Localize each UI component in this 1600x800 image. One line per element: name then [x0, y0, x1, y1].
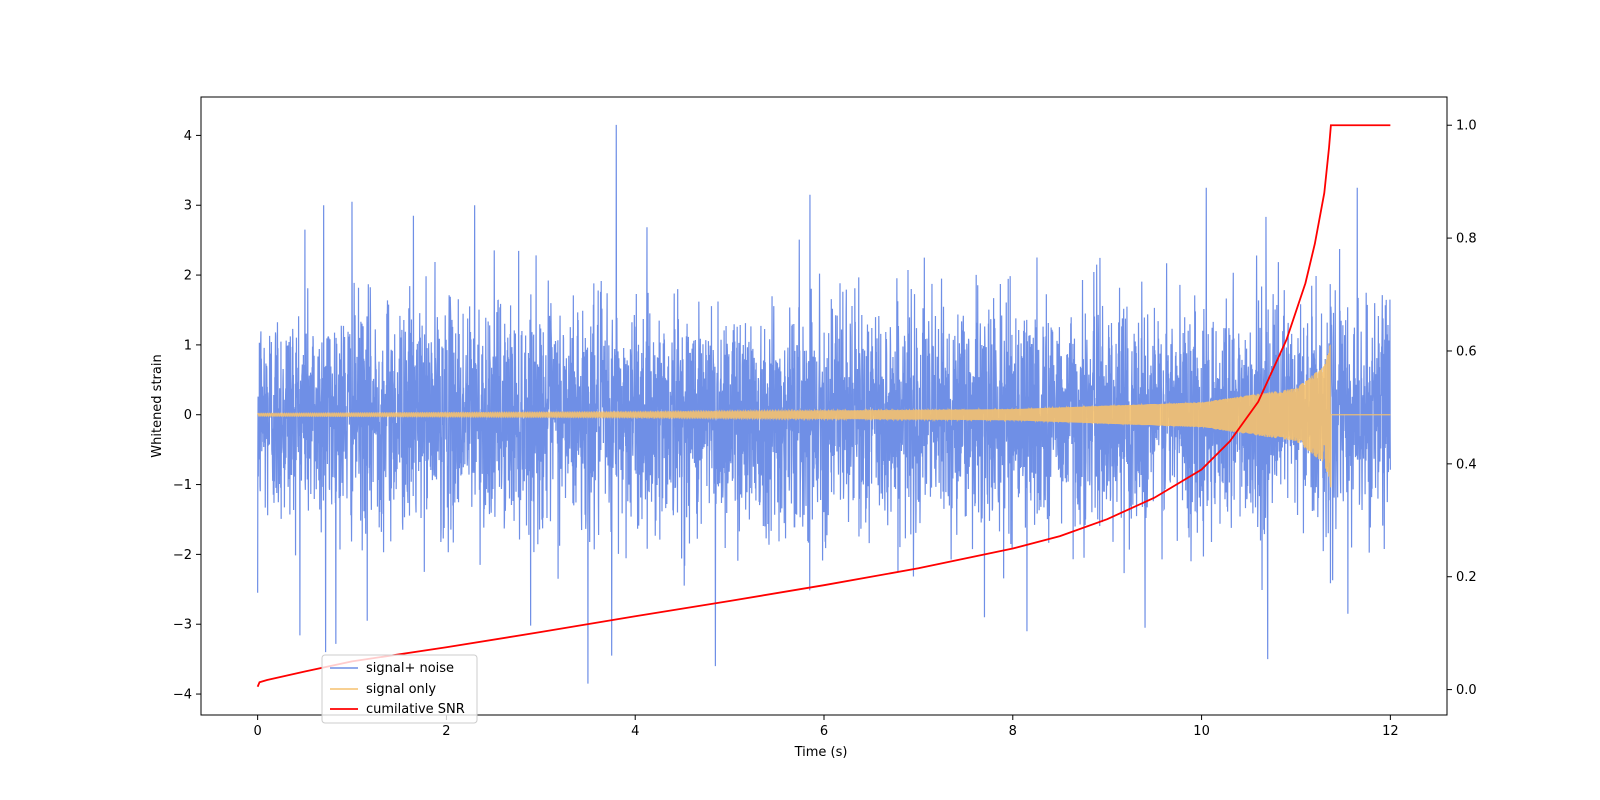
y2-tick-label: 0.4 — [1456, 457, 1477, 472]
y2-tick-label: 0.8 — [1456, 232, 1477, 247]
y2-tick-label: 0.0 — [1456, 683, 1477, 698]
x-axis: 0 2 4 6 8 10 12 — [253, 715, 1399, 739]
x-axis-label: Time (s) — [794, 745, 848, 760]
x-tick-label: 10 — [1193, 724, 1210, 739]
y-tick-label: 3 — [184, 199, 192, 214]
x-tick-label: 2 — [442, 724, 450, 739]
y-axis-label: Whitened strain — [150, 354, 165, 457]
x-tick-label: 12 — [1382, 724, 1399, 739]
series-line-signal-noise — [257, 124, 1391, 684]
legend-label-cumulative-snr: cumilative SNR — [366, 702, 465, 717]
series-line-signal-only — [257, 344, 1391, 488]
x-tick-label: 0 — [253, 724, 261, 739]
y-tick-label: −4 — [173, 688, 192, 703]
x-tick-label: 6 — [820, 724, 828, 739]
y-tick-label: −2 — [173, 548, 192, 563]
y-tick-label: −1 — [173, 478, 192, 493]
legend-box — [321, 654, 478, 724]
y-axis-right: 0.0 0.2 0.4 0.6 0.8 1.0 — [1447, 119, 1477, 698]
y-tick-label: −3 — [173, 618, 192, 633]
y2-tick-label: 1.0 — [1456, 119, 1477, 134]
y-axis-left: −4 −3 −2 −1 0 1 2 3 4 — [173, 129, 201, 703]
y-tick-label: 1 — [184, 338, 192, 353]
y2-tick-label: 0.6 — [1456, 344, 1477, 359]
legend-label-signal-noise: signal+ noise — [366, 661, 454, 676]
y2-tick-label: 0.2 — [1456, 570, 1477, 585]
x-tick-label: 4 — [631, 724, 639, 739]
y-tick-label: 2 — [184, 269, 192, 284]
legend-label-signal-only: signal only — [366, 682, 436, 697]
x-tick-label: 8 — [1009, 724, 1017, 739]
y-tick-label: 4 — [184, 129, 192, 144]
legend: signal+ noise signal only cumilative SNR — [321, 654, 478, 724]
y-tick-label: 0 — [184, 408, 192, 423]
